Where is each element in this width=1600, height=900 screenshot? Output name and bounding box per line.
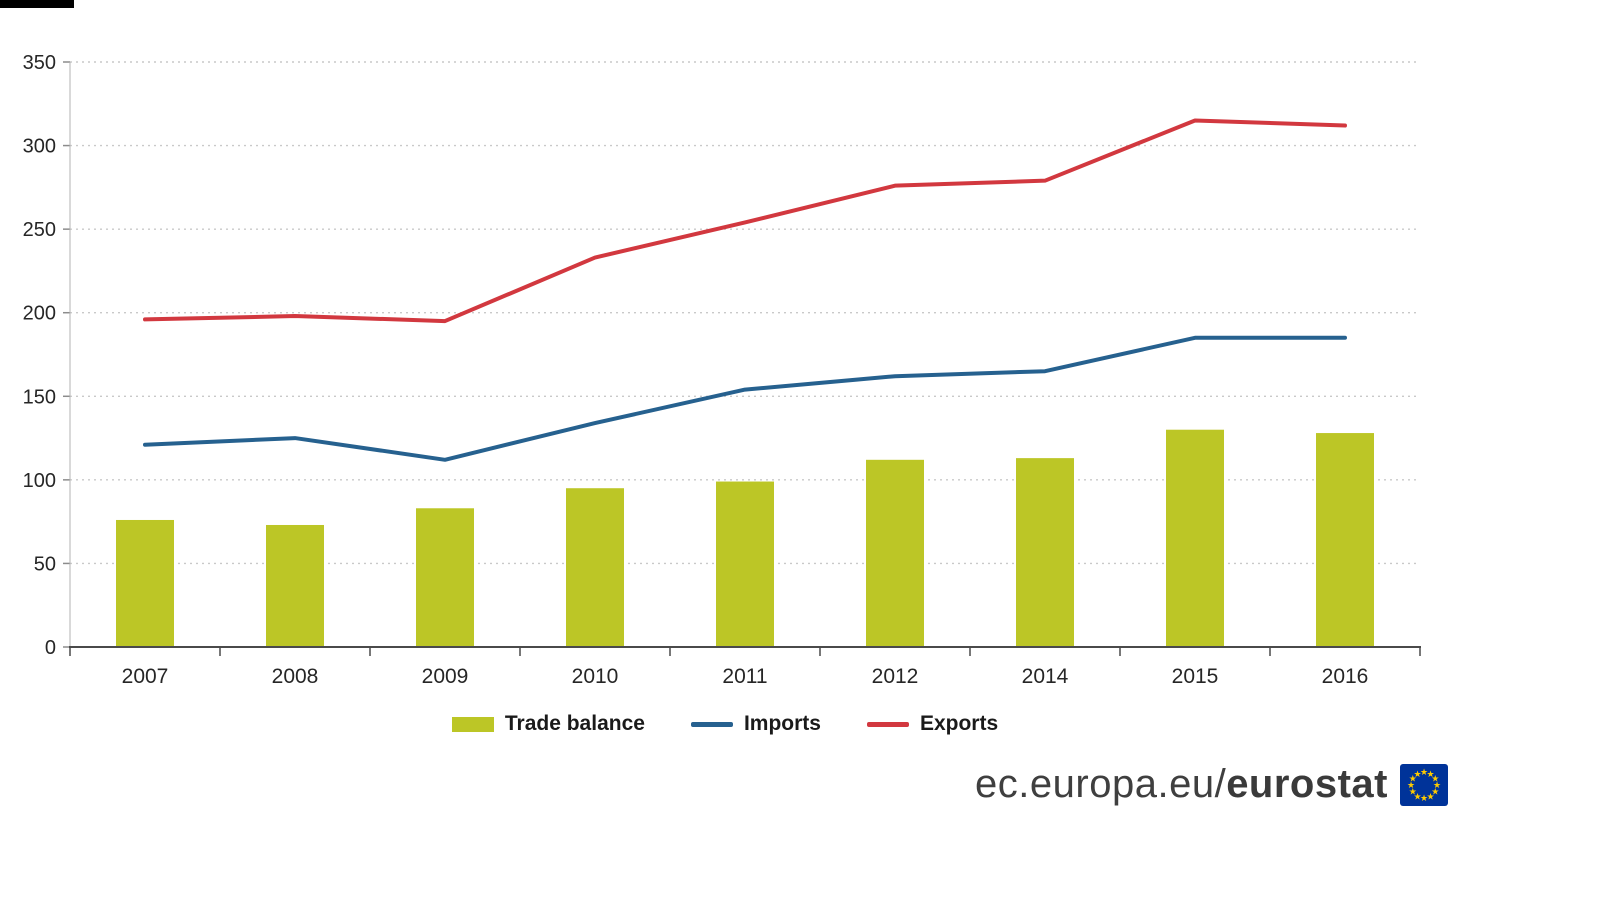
svg-text:2007: 2007 <box>122 665 169 688</box>
svg-text:2011: 2011 <box>722 665 767 688</box>
chart-legend: Trade balance Imports Exports <box>0 712 1450 736</box>
svg-text:★: ★ <box>1426 791 1434 801</box>
trade-balance-swatch-icon <box>451 716 494 732</box>
svg-text:★: ★ <box>1420 793 1428 803</box>
svg-text:2009: 2009 <box>422 665 469 688</box>
eurostat-url-regular: ec.europa.eu/ <box>975 762 1227 806</box>
legend-label-trade-balance: Trade balance <box>504 712 645 735</box>
svg-text:50: 50 <box>34 553 56 575</box>
svg-text:350: 350 <box>23 52 56 74</box>
svg-text:300: 300 <box>23 136 56 158</box>
svg-text:2014: 2014 <box>1022 665 1069 688</box>
imports-swatch-icon <box>690 721 733 727</box>
svg-text:0: 0 <box>45 637 56 659</box>
svg-text:2015: 2015 <box>1172 665 1219 688</box>
legend-label-imports: Imports <box>743 712 821 735</box>
svg-text:2008: 2008 <box>272 665 319 688</box>
legend-label-exports: Exports <box>919 712 999 735</box>
svg-text:★: ★ <box>1431 773 1439 783</box>
trade-chart-plot: 0 50 100 150 200 250 300 350 2007 2008 2009 2010 201… <box>23 52 1421 688</box>
svg-text:★: ★ <box>1433 780 1441 790</box>
svg-text:★: ★ <box>1409 773 1417 783</box>
eurostat-url: ec.europa.eu/eurostat <box>975 762 1388 807</box>
svg-text:★: ★ <box>1413 768 1421 778</box>
legend-item-exports: Exports <box>866 712 999 736</box>
screenshot-artifact <box>0 0 74 8</box>
svg-text:2012: 2012 <box>872 665 919 688</box>
svg-text:100: 100 <box>23 470 56 492</box>
svg-text:★: ★ <box>1407 780 1415 790</box>
eurostat-url-bold: eurostat <box>1226 762 1388 806</box>
svg-text:★: ★ <box>1420 767 1428 777</box>
exports-swatch-icon <box>866 721 909 727</box>
svg-text:★: ★ <box>1413 791 1421 801</box>
eurostat-branding: ec.europa.eu/eurostat ★ ★ ★ ★ ★ ★ ★ ★ ★ ★ ★ ★ <box>975 762 1448 807</box>
svg-text:★: ★ <box>1426 768 1434 778</box>
svg-text:★: ★ <box>1409 786 1417 796</box>
svg-text:150: 150 <box>23 386 56 408</box>
svg-text:200: 200 <box>23 303 56 325</box>
svg-text:250: 250 <box>23 219 56 241</box>
eu-flag-icon: ★★★★★★★★★★★★ <box>1400 763 1448 806</box>
legend-item-imports: Imports <box>690 712 821 736</box>
svg-text:★: ★ <box>1431 786 1439 796</box>
svg-text:2010: 2010 <box>572 665 619 688</box>
legend-item-trade-balance: Trade balance <box>451 712 645 736</box>
svg-text:2016: 2016 <box>1322 665 1369 688</box>
